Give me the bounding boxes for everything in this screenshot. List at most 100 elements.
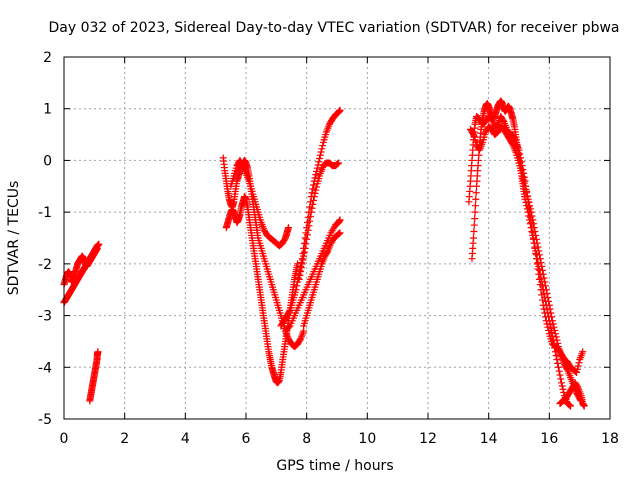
data-point [470, 221, 478, 229]
data-point [295, 275, 303, 283]
data-point [535, 270, 543, 278]
data-point [536, 281, 544, 289]
data-point [548, 313, 556, 321]
data-point [545, 326, 553, 334]
data-point [311, 189, 319, 197]
data-point [552, 333, 560, 341]
data-point [284, 224, 292, 232]
data-point [309, 197, 317, 205]
data-point [314, 161, 322, 169]
data-point [508, 140, 516, 148]
series-arc-7 [295, 159, 343, 283]
data-point [517, 154, 525, 162]
data-point [552, 352, 560, 360]
data-point [566, 401, 574, 409]
data-point [309, 200, 317, 208]
data-point [335, 230, 343, 238]
data-point [539, 301, 547, 309]
data-point [573, 365, 581, 373]
data-point [526, 202, 534, 210]
data-point [313, 183, 321, 191]
data-point [297, 264, 305, 272]
data-point [305, 222, 313, 230]
data-point [529, 229, 537, 237]
data-point [335, 159, 343, 167]
series-arc-5 [227, 156, 292, 250]
data-point [319, 142, 327, 150]
data-point [303, 231, 311, 239]
data-point [550, 323, 558, 331]
data-point [549, 320, 557, 328]
x-tick-label: 18 [601, 431, 619, 447]
data-point [520, 173, 528, 181]
x-tick-label: 6 [242, 431, 251, 447]
data-point [336, 229, 344, 237]
data-point [545, 301, 553, 309]
data-point [554, 359, 562, 367]
data-point [546, 305, 554, 313]
data-point [333, 160, 341, 168]
data-point [575, 359, 583, 367]
data-point [238, 160, 246, 168]
data-point [296, 336, 304, 344]
x-tick-label: 14 [480, 431, 498, 447]
data-point [547, 309, 555, 317]
data-point [302, 240, 310, 248]
data-point [300, 239, 308, 247]
data-point [548, 317, 556, 325]
x-axis-label: GPS time / hours [276, 458, 393, 474]
series-arc-9 [300, 229, 344, 330]
data-point [285, 323, 293, 331]
data-point [308, 204, 316, 212]
data-point [532, 255, 540, 263]
data-point [535, 251, 543, 259]
data-point [555, 367, 563, 375]
data-point [528, 212, 536, 220]
data-point [533, 260, 541, 268]
data-point [517, 158, 525, 166]
data-point [471, 215, 479, 223]
data-point [293, 282, 301, 290]
data-point [558, 382, 566, 390]
data-point [545, 297, 553, 305]
data-point [539, 296, 547, 304]
data-point [538, 291, 546, 299]
data-point [553, 336, 561, 344]
data-point [301, 244, 309, 252]
data-point [311, 174, 319, 182]
data-point [518, 162, 526, 170]
data-point [580, 402, 588, 410]
y-tick-label: 2 [43, 50, 52, 66]
data-point [334, 160, 342, 168]
data-point [579, 348, 587, 356]
data-point [538, 262, 546, 270]
data-point [527, 218, 535, 226]
data-point [554, 363, 562, 371]
data-point [515, 146, 523, 154]
data-point [523, 193, 531, 201]
data-point [313, 164, 321, 172]
data-point [537, 259, 545, 267]
data-point [526, 208, 534, 216]
data-point [300, 248, 308, 256]
data-point [565, 401, 573, 409]
series-arc-8 [281, 216, 344, 335]
data-point [534, 243, 542, 251]
data-point [310, 193, 318, 201]
data-point [304, 226, 312, 234]
data-point [499, 116, 507, 124]
data-point [315, 158, 323, 166]
data-point [530, 239, 538, 247]
data-point [308, 189, 316, 197]
data-point [539, 266, 547, 274]
data-point [544, 323, 552, 331]
data-point [296, 271, 304, 279]
y-tick-label: -2 [38, 257, 52, 273]
data-point [299, 256, 307, 264]
data-point [316, 151, 324, 159]
data-point [520, 169, 528, 177]
data-point [540, 305, 548, 313]
x-tick-label: 4 [181, 431, 190, 447]
